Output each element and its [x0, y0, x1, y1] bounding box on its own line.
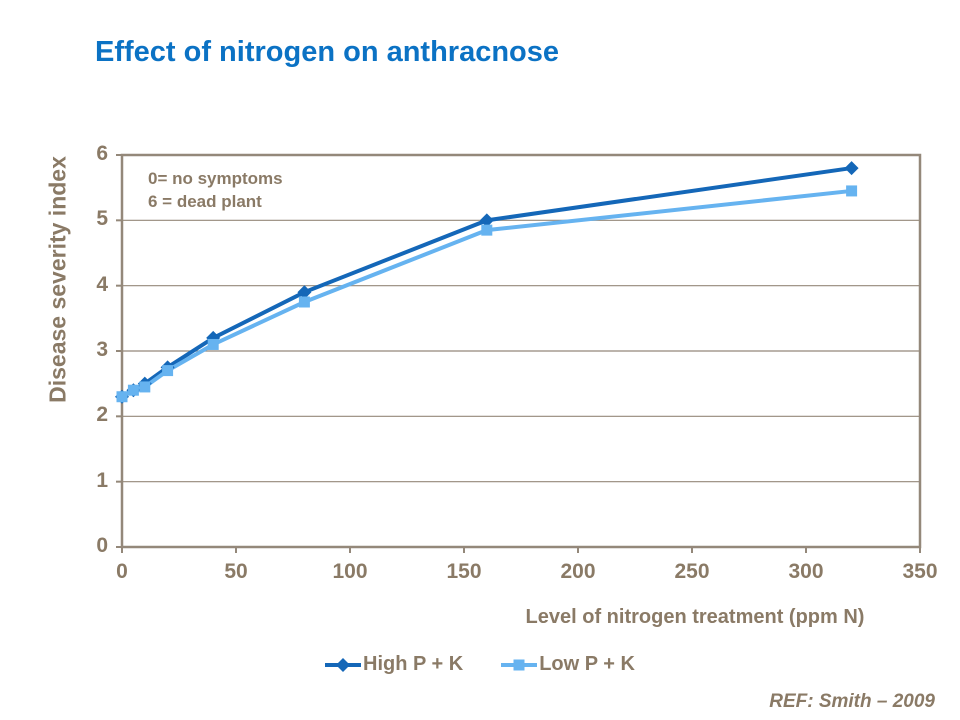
x-tick-label: 100	[332, 560, 368, 583]
annotation-line-1: 0= no symptoms	[148, 169, 283, 188]
x-tick-label: 350	[902, 560, 938, 583]
chart-annotation: 0= no symptoms 6 = dead plant	[148, 167, 283, 213]
y-tick-label: 6	[96, 142, 108, 165]
data-point-square	[298, 296, 310, 308]
y-tick-label: 1	[96, 468, 108, 492]
legend-item-high: High P + K	[325, 653, 463, 676]
reference-citation: REF: Smith – 2009	[769, 691, 935, 712]
y-tick-label: 5	[96, 207, 108, 231]
plot-border	[120, 153, 922, 549]
data-point-square	[481, 224, 493, 236]
y-tick-label: 2	[96, 403, 108, 427]
annotation-line-2: 6 = dead plant	[148, 192, 262, 211]
x-tick-label: 0	[116, 560, 128, 583]
legend-label-low: Low P + K	[539, 653, 635, 675]
data-point-diamond	[206, 330, 221, 345]
chart-plot	[115, 153, 922, 553]
data-point-square	[139, 381, 151, 393]
diamond-line-marker-icon	[325, 657, 361, 673]
y-tick-label: 4	[96, 272, 108, 296]
legend-label-high: High P + K	[363, 653, 464, 675]
y-tick-label: 0	[96, 534, 108, 557]
square-line-marker-icon	[501, 657, 538, 673]
x-axis-title: Level of nitrogen treatment (ppm N)	[525, 606, 865, 628]
x-tick-label: 250	[674, 560, 710, 583]
data-point-square	[116, 391, 128, 403]
data-point-diamond	[844, 161, 859, 176]
data-point-diamond	[479, 213, 494, 228]
x-tick-label: 300	[788, 560, 824, 583]
x-tick-label: 150	[446, 560, 482, 583]
data-point-square	[207, 338, 219, 350]
data-point-diamond	[297, 285, 312, 300]
x-tick-label: 50	[224, 560, 248, 583]
y-tick-label: 3	[96, 338, 108, 361]
data-point-square	[127, 384, 139, 396]
page-title: Effect of nitrogen on anthracnose	[95, 36, 560, 68]
chart-legend: High P + K Low P + K	[0, 653, 960, 676]
legend-item-low: Low P + K	[501, 653, 635, 676]
x-tick-label: 200	[560, 560, 596, 583]
data-point-square	[846, 185, 858, 197]
data-point-square	[162, 365, 174, 377]
chart-svg	[115, 153, 922, 553]
